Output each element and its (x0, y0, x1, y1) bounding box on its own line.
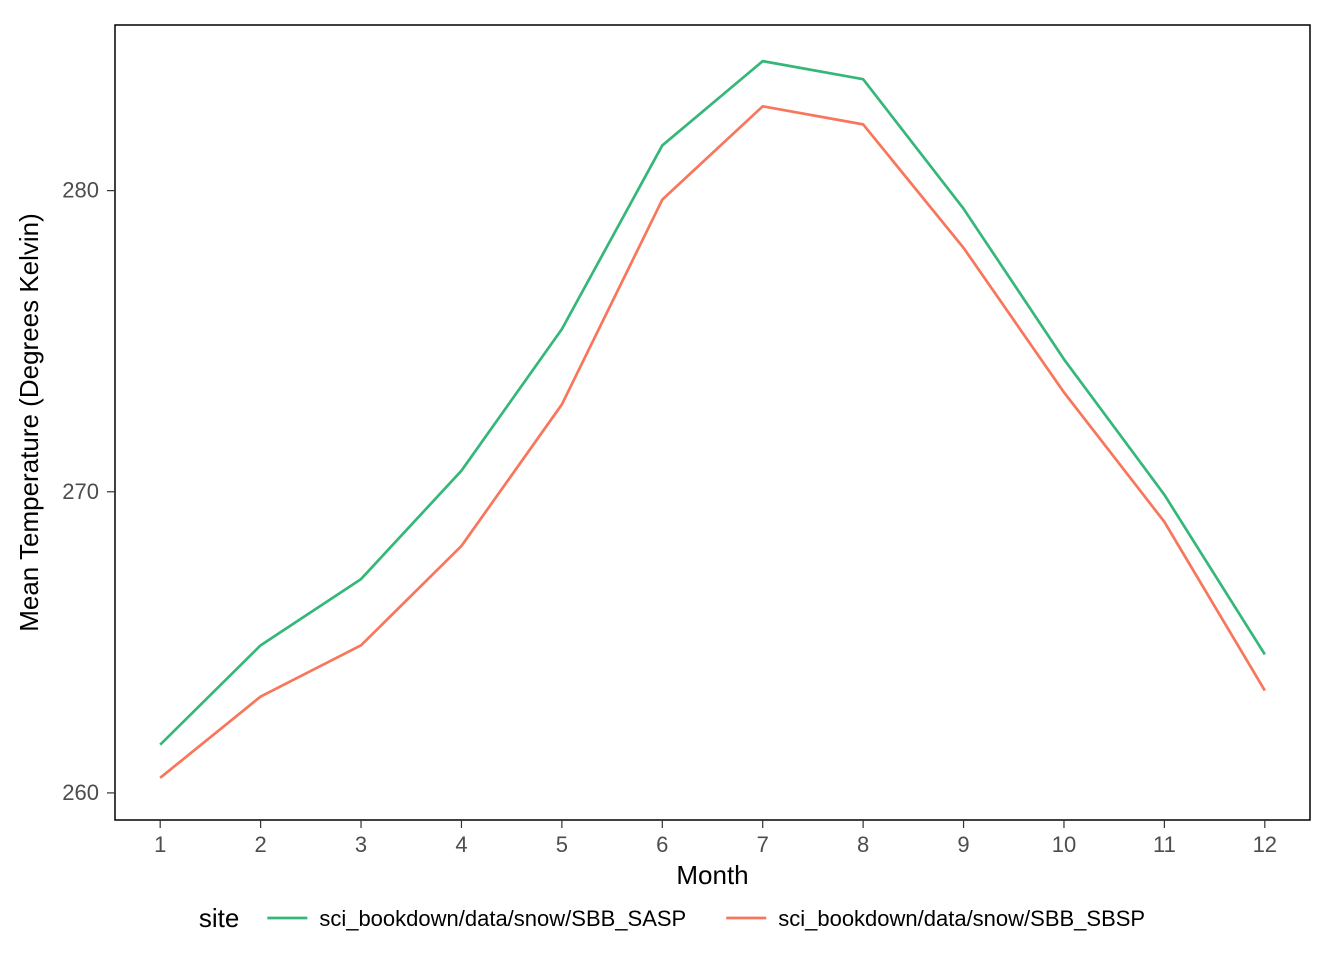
x-tick-label: 1 (154, 832, 166, 857)
legend-label-1: sci_bookdown/data/snow/SBB_SBSP (778, 906, 1145, 931)
x-tick-label: 7 (757, 832, 769, 857)
x-axis-title: Month (676, 860, 748, 890)
x-tick-label: 6 (656, 832, 668, 857)
legend-title: site (199, 903, 239, 933)
x-tick-label: 12 (1253, 832, 1277, 857)
legend-label-0: sci_bookdown/data/snow/SBB_SASP (319, 906, 686, 931)
y-tick-label: 270 (62, 479, 99, 504)
x-tick-label: 9 (957, 832, 969, 857)
x-tick-label: 3 (355, 832, 367, 857)
x-tick-label: 2 (254, 832, 266, 857)
x-tick-label: 5 (556, 832, 568, 857)
x-tick-label: 8 (857, 832, 869, 857)
y-axis-title: Mean Temperature (Degrees Kelvin) (14, 213, 44, 632)
temperature-chart: 123456789101112260270280MonthMean Temper… (0, 0, 1344, 960)
x-tick-label: 11 (1153, 832, 1176, 857)
x-tick-label: 10 (1052, 832, 1076, 857)
x-tick-label: 4 (455, 832, 467, 857)
y-tick-label: 260 (62, 780, 99, 805)
y-tick-label: 280 (62, 178, 99, 203)
